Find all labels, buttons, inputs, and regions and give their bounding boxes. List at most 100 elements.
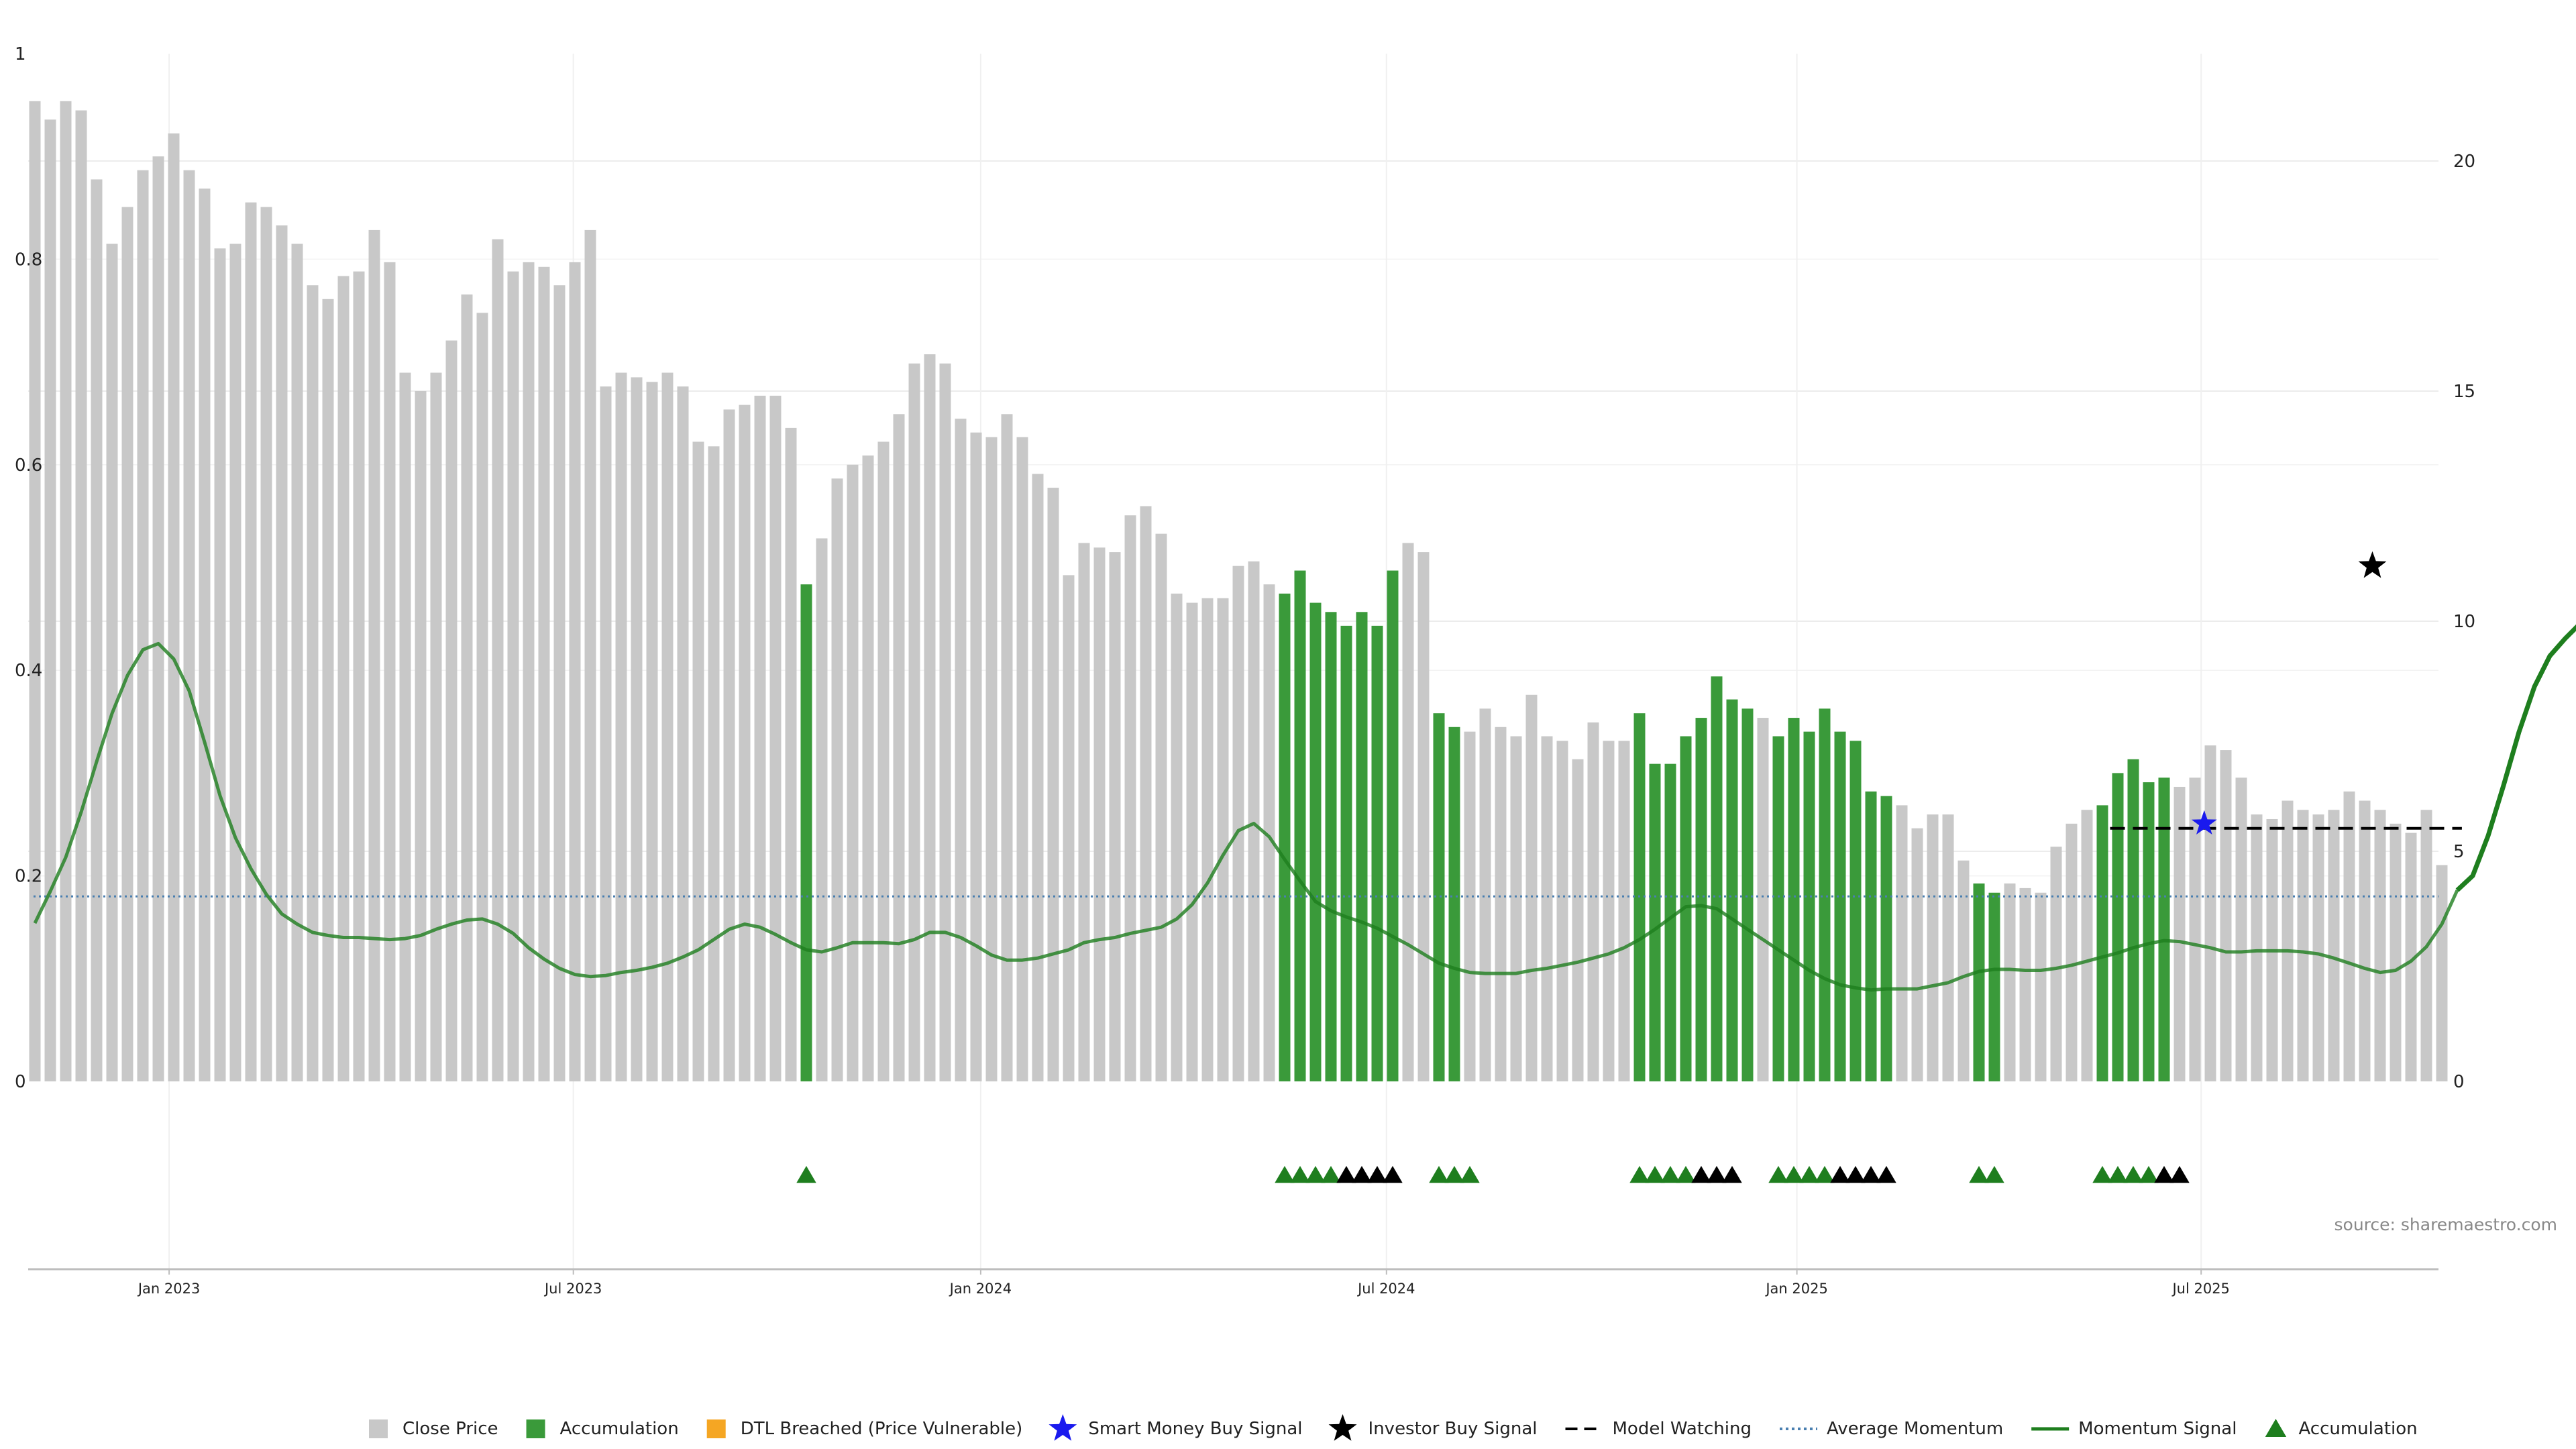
close-price-bar (708, 446, 720, 1081)
accumulation-marker-black (1352, 1166, 1372, 1183)
close-price-bar (245, 202, 257, 1081)
close-price-bar (1263, 584, 1275, 1081)
accumulation-marker-green (1815, 1166, 1835, 1183)
left-axis-tick-label: 0.8 (15, 250, 42, 270)
close-price-bar (1587, 722, 1599, 1081)
accumulation-bar (1387, 570, 1399, 1081)
close-price-bar (1603, 741, 1615, 1081)
x-axis-tick-label: Jan 2023 (137, 1281, 201, 1297)
close-price-bar (1016, 437, 1028, 1081)
accumulation-bar (1741, 708, 1754, 1081)
momentum-signal-line-recent (2455, 624, 2576, 892)
close-price-bar (831, 478, 843, 1081)
close-price-bar (461, 294, 473, 1082)
close-price-bar (2374, 810, 2386, 1081)
legend-item: DTL Breached (Price Vulnerable) (706, 1419, 1022, 1439)
close-price-bar (1927, 814, 1939, 1081)
close-price-bar (1186, 602, 1198, 1081)
accumulation-bar (1279, 593, 1291, 1081)
accumulation-marker-black (1845, 1166, 1866, 1183)
accumulation-bar (1865, 791, 1877, 1081)
close-price-bar (1032, 474, 1044, 1081)
accumulation-marker-green (1784, 1166, 1804, 1183)
close-price-bar (1201, 598, 1214, 1081)
legend-label: Momentum Signal (2078, 1419, 2237, 1439)
accumulation-marker-green (1429, 1166, 1449, 1183)
close-price-bar (399, 372, 411, 1081)
close-price-bar (2328, 810, 2340, 1081)
legend: Close Price Accumulation DTL Breached (Pri… (369, 1414, 2418, 1441)
close-price-bar (1556, 741, 1568, 1081)
close-price-bar (1078, 543, 1090, 1081)
accumulation-bar (800, 584, 812, 1081)
right-axis-tick-label: 10 (2453, 612, 2475, 632)
legend-item: Smart Money Buy Signal (1049, 1414, 1303, 1441)
close-price-bar (2343, 791, 2355, 1081)
close-price-bar (1232, 566, 1244, 1081)
accumulation-bar (1340, 625, 1352, 1081)
close-price-bar (692, 441, 704, 1081)
close-price-bar (893, 414, 905, 1081)
x-axis-tick-label: Jan 2025 (1764, 1281, 1828, 1297)
accumulation-bar (1834, 731, 1846, 1081)
source-label: source: sharemaestro.com (2334, 1215, 2558, 1234)
close-price-bar (1171, 593, 1183, 1081)
accumulation-bar (2112, 773, 2124, 1081)
close-price-bar (44, 119, 56, 1081)
accumulation-marker-black (1383, 1166, 1403, 1183)
accumulation-marker-black (1861, 1166, 1881, 1183)
accumulation-marker-green (1444, 1166, 1464, 1183)
close-price-bar (1093, 547, 1106, 1081)
close-price-bar (415, 391, 427, 1081)
accumulation-marker-green (2123, 1166, 2143, 1183)
close-price-bar (2189, 777, 2201, 1081)
close-price-bar (1510, 736, 1522, 1081)
accumulation-bar (2143, 782, 2155, 1081)
legend-item: Investor Buy Signal (1328, 1414, 1538, 1441)
signal-lines (33, 624, 2576, 992)
legend-label: Close Price (402, 1419, 498, 1439)
accumulation-marker-green (2092, 1166, 2112, 1183)
legend-item: Accumulation (526, 1419, 679, 1439)
close-price-bar (2251, 814, 2263, 1081)
accumulation-bar (1849, 741, 1862, 1081)
right-axis-tick-label: 5 (2453, 842, 2465, 862)
investor-buy-star (2358, 551, 2387, 578)
accumulation-marker-green (1676, 1166, 1696, 1183)
close-price-bar (677, 386, 689, 1081)
close-price-bar (168, 133, 180, 1082)
close-price-bar (584, 229, 596, 1081)
close-price-bar (908, 363, 920, 1081)
close-price-bar (276, 225, 288, 1081)
black-star-icon (1328, 1414, 1357, 1441)
legend-item: Close Price (369, 1419, 498, 1439)
close-price-bar (430, 372, 442, 1081)
close-price-bar (661, 372, 674, 1081)
close-price-bar (2220, 750, 2232, 1081)
accumulation-marker-green (1645, 1166, 1665, 1183)
close-price-bar (1896, 805, 1908, 1081)
close-price-bar (199, 189, 211, 1081)
close-price-bar (492, 239, 504, 1081)
accumulation-bar (2127, 759, 2139, 1081)
accumulation-marker-green (796, 1166, 816, 1183)
close-price-bar (337, 276, 350, 1081)
accumulation-bar (1726, 699, 1738, 1081)
close-price-bar (368, 229, 380, 1081)
close-price-bar (1464, 731, 1476, 1081)
accumulation-marker-green (1460, 1166, 1480, 1183)
left-axis-tick-label: 0.4 (15, 661, 42, 681)
accumulation-bar (1325, 612, 1337, 1081)
close-price-bar (260, 207, 272, 1082)
close-price-bar (538, 266, 550, 1081)
close-price-bar (1957, 860, 1970, 1081)
accumulation-bar (2096, 805, 2108, 1081)
accumulation-bar (1448, 727, 1460, 1081)
close-price-bar (553, 285, 566, 1082)
close-price-bar (970, 432, 982, 1081)
close-price-bar (754, 395, 766, 1081)
accumulation-marker-black (2154, 1166, 2174, 1183)
close-price-bar (955, 419, 967, 1081)
close-price-bar (214, 248, 226, 1082)
close-price-bar (769, 395, 782, 1081)
